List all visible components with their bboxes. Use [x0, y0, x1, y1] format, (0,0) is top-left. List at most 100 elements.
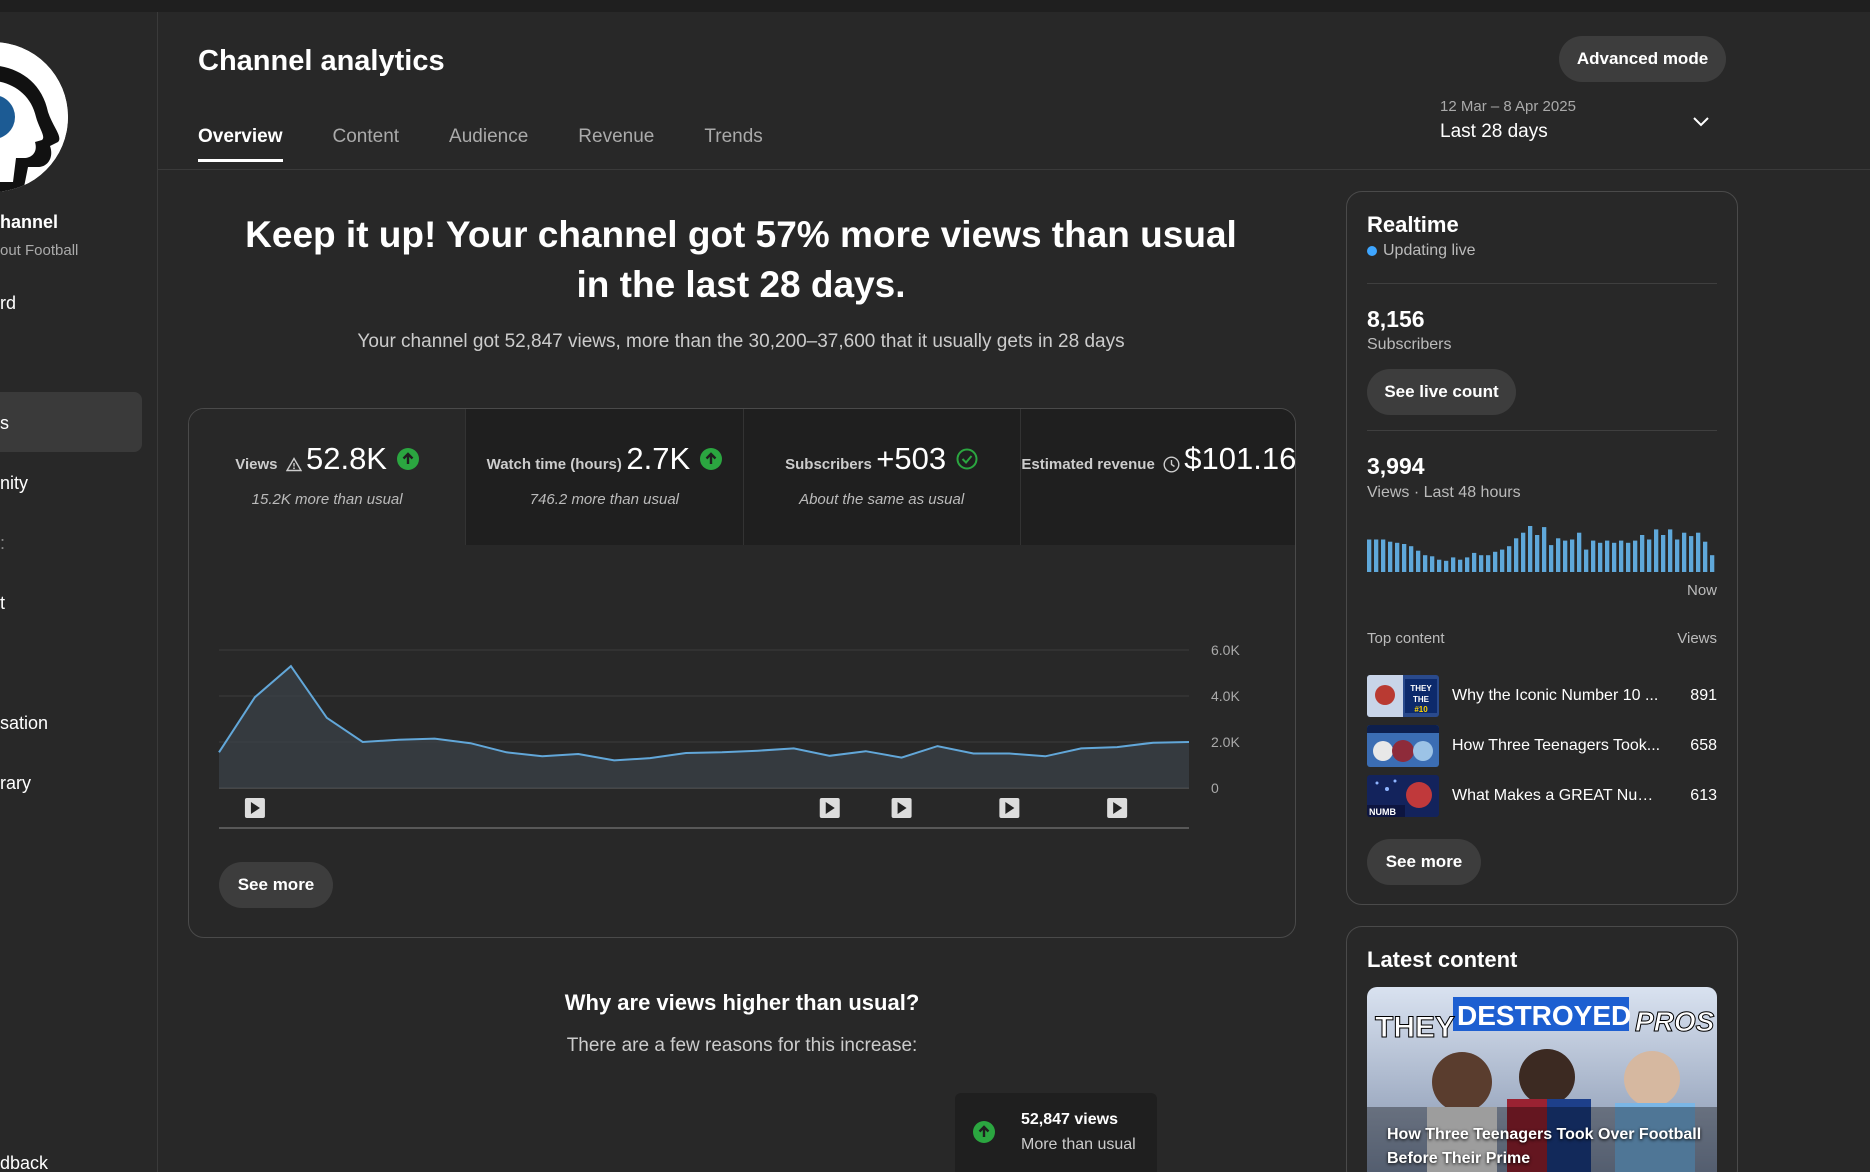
realtime-card: Realtime Updating live 8,156 Subscribers…: [1346, 191, 1738, 905]
realtime-bar: [1570, 539, 1575, 572]
tab-trends[interactable]: Trends: [704, 126, 763, 147]
realtime-views-bar-chart[interactable]: [1367, 526, 1717, 572]
views-series-line: [218, 664, 1190, 762]
realtime-bar: [1661, 535, 1666, 572]
page-title: Channel analytics: [198, 45, 445, 77]
tab-overview[interactable]: Overview: [198, 126, 283, 162]
metric-label: Subscribers: [785, 456, 872, 473]
why-subtitle: There are a few reasons for this increas…: [566, 1035, 918, 1056]
video-published-marker-icon[interactable]: [999, 798, 1020, 818]
metric-note: 15.2K more than usual: [251, 491, 403, 508]
latest-video-thumbnail[interactable]: THEY DESTROYED PROS How Three Teenagers …: [1367, 987, 1717, 1172]
realtime-bar: [1654, 529, 1659, 572]
metric-views[interactable]: Views 52.8K 15.2K more than usual: [189, 409, 467, 545]
date-range-label: Last 28 days: [1440, 121, 1548, 142]
sidebar-item-dashboard[interactable]: rd: [0, 293, 17, 313]
views-line-chart: 6.0K4.0K2.0K012 Mar 20...17 Mar 202521 M…: [218, 642, 1240, 829]
realtime-bar: [1598, 542, 1603, 572]
chevron-down-icon: [1693, 117, 1709, 127]
realtime-subscribers-label: Subscribers: [1367, 336, 1452, 353]
metric-watch-time[interactable]: Watch time (hours) 2.7K 746.2 more than …: [466, 409, 744, 545]
sidebar-item-feedback[interactable]: dback: [0, 1153, 49, 1172]
sidebar-item-analytics[interactable]: s: [0, 413, 9, 433]
video-published-marker-icon[interactable]: [819, 798, 840, 818]
sidebar-item-audio-library[interactable]: rary: [0, 773, 31, 793]
top-content-row[interactable]: THEY THE #10 Why the Iconic Number 10 ..…: [1367, 675, 1717, 717]
now-label: Now: [1686, 582, 1717, 599]
realtime-bar: [1619, 540, 1624, 572]
date-range-picker[interactable]: 12 Mar – 8 Apr 2025 Last 28 days: [1440, 98, 1720, 152]
realtime-bar: [1437, 559, 1442, 572]
video-published-marker-icon[interactable]: [244, 798, 265, 818]
realtime-title: Realtime: [1367, 212, 1459, 237]
warning-icon[interactable]: [285, 457, 302, 472]
realtime-bar: [1556, 538, 1561, 572]
realtime-bar: [1682, 532, 1687, 572]
latest-content-title: Latest content: [1367, 947, 1518, 972]
insight-subline: Your channel got 52,847 views, more than…: [357, 331, 1125, 352]
date-range-text: 12 Mar – 8 Apr 2025: [1440, 98, 1576, 115]
arrow-up-circle-icon: [700, 448, 723, 470]
why-reason-card[interactable]: 52,847 views More than usual: [955, 1093, 1157, 1172]
advanced-mode-button[interactable]: Advanced mode: [1559, 36, 1726, 82]
realtime-bar: [1395, 542, 1400, 572]
realtime-bar: [1402, 544, 1407, 572]
realtime-bar: [1584, 549, 1589, 572]
realtime-views-label: Views · Last 48 hours: [1367, 484, 1521, 501]
thumb-text-they: THEY: [1375, 1011, 1455, 1044]
sidebar-item-copyright[interactable]: t: [0, 593, 6, 613]
channel-avatar[interactable]: [0, 42, 68, 192]
realtime-bar: [1367, 539, 1372, 572]
video-published-marker-icon[interactable]: [1107, 798, 1128, 818]
realtime-bar: [1675, 539, 1680, 572]
top-content-see-more-button[interactable]: See more: [1367, 839, 1481, 885]
y-tick-label: 0: [1211, 780, 1219, 796]
realtime-bar: [1465, 557, 1470, 572]
head-logo-icon: [0, 42, 68, 192]
tab-content[interactable]: Content: [332, 126, 400, 147]
svg-text:THE: THE: [1413, 695, 1430, 704]
video-thumbnail: THEY THE #10: [1367, 675, 1439, 717]
top-content-views: 613: [1690, 787, 1717, 804]
tab-audience[interactable]: Audience: [449, 126, 529, 147]
thumbnail-art: THEY DESTROYED PROS: [1367, 987, 1717, 1172]
realtime-bar: [1381, 539, 1386, 572]
svg-text:#10: #10: [1414, 705, 1428, 714]
metric-value: 52.8K: [305, 441, 387, 476]
tab-revenue[interactable]: Revenue: [578, 126, 655, 147]
key-metrics-card: Views 52.8K 15.2K more than usual Watch …: [188, 408, 1296, 938]
realtime-bar: [1633, 540, 1638, 572]
sidebar-item-monetisation[interactable]: sation: [0, 713, 49, 733]
arrow-up-circle-icon: [396, 448, 419, 470]
live-status: Updating live: [1383, 242, 1476, 259]
realtime-bar: [1430, 556, 1435, 572]
metric-label: Views: [235, 456, 278, 473]
realtime-bar: [1703, 541, 1708, 572]
metric-tabs: Views 52.8K 15.2K more than usual Watch …: [189, 409, 1295, 545]
metric-value: 2.7K: [626, 441, 691, 476]
sidebar-item-subtitles[interactable]: :: [0, 533, 6, 553]
top-content-title: How Three Teenagers Took...: [1452, 737, 1661, 754]
realtime-bar: [1444, 560, 1449, 572]
realtime-views-value: 3,994: [1367, 453, 1425, 479]
realtime-bar: [1514, 538, 1519, 572]
realtime-bar: [1493, 551, 1498, 572]
realtime-bar: [1388, 541, 1393, 572]
metric-subscribers[interactable]: Subscribers +503 About the same as usual: [743, 409, 1021, 545]
clock-icon[interactable]: [1163, 456, 1180, 473]
see-more-button[interactable]: See more: [219, 862, 333, 908]
channel-name: hannel: [0, 212, 59, 232]
sidebar-item-community[interactable]: nity: [0, 473, 29, 493]
thumb-text-destroyed: DESTROYED: [1457, 1000, 1631, 1031]
y-tick-label: 2.0K: [1211, 734, 1240, 750]
realtime-bar: [1486, 555, 1491, 572]
see-live-count-button[interactable]: See live count: [1367, 369, 1516, 415]
video-published-marker-icon[interactable]: [891, 798, 912, 818]
top-content-row[interactable]: NUMB What Makes a GREAT Num... 613: [1367, 775, 1717, 817]
metric-estimated-revenue[interactable]: Estimated revenue $101.16: [1020, 409, 1295, 545]
views-column-label: Views: [1677, 630, 1717, 647]
header-divider: [158, 169, 1870, 170]
divider: [1367, 430, 1717, 431]
svg-text:NUMB: NUMB: [1369, 807, 1396, 817]
top-content-row[interactable]: How Three Teenagers Took... 658: [1367, 725, 1717, 767]
